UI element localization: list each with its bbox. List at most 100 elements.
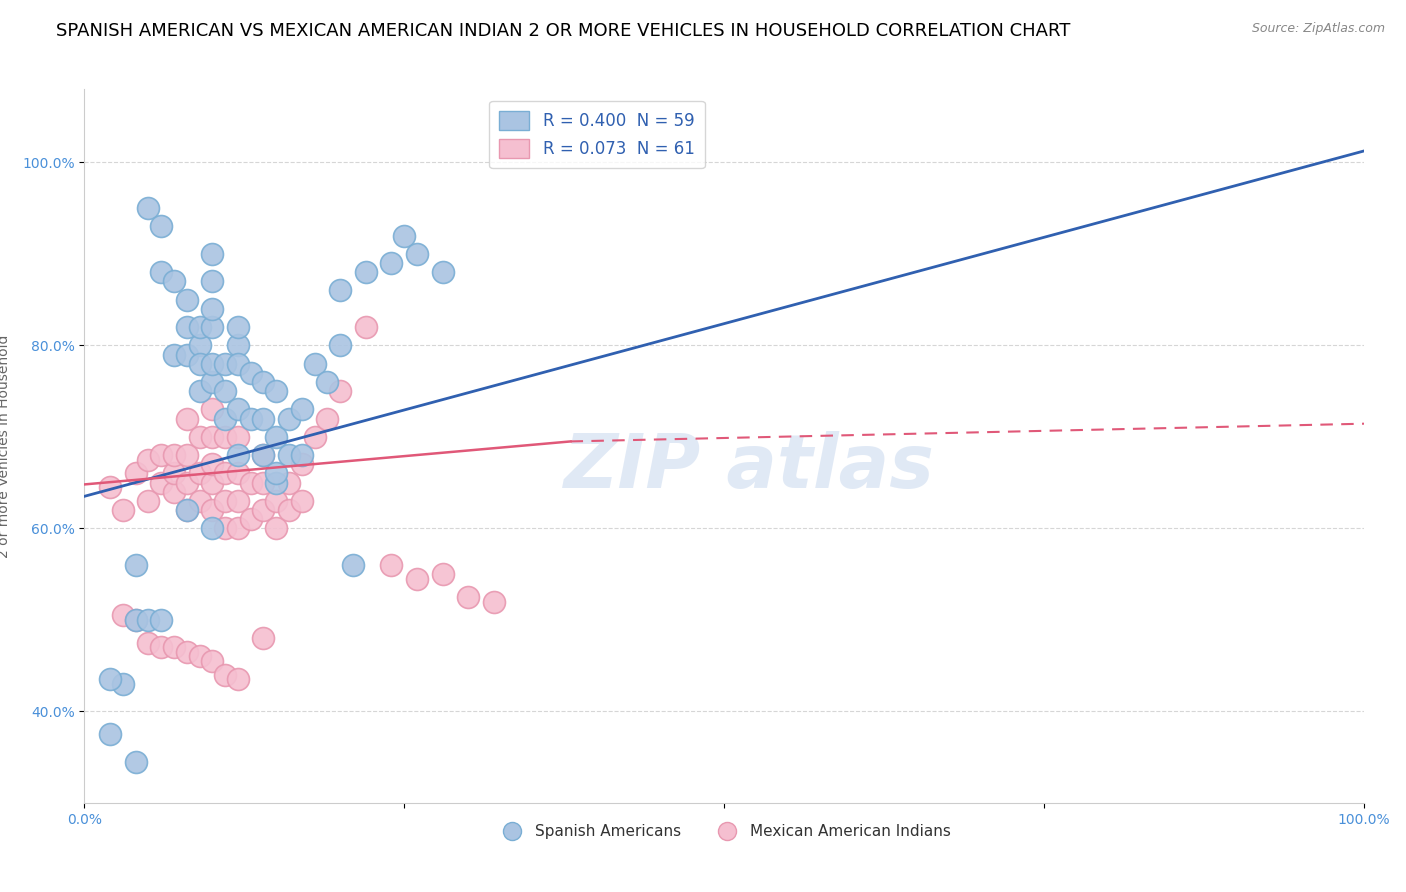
- Point: [201, 521, 224, 535]
- Point: [188, 384, 211, 398]
- Point: [380, 558, 402, 572]
- Point: [291, 448, 314, 462]
- Point: [176, 475, 198, 490]
- Point: [201, 247, 224, 261]
- Point: [176, 320, 198, 334]
- Point: [188, 338, 211, 352]
- Point: [188, 494, 211, 508]
- Point: [264, 475, 288, 490]
- Point: [406, 247, 429, 261]
- Point: [214, 521, 236, 535]
- Point: [432, 567, 454, 582]
- Point: [176, 347, 198, 361]
- Point: [226, 430, 249, 444]
- Text: Source: ZipAtlas.com: Source: ZipAtlas.com: [1251, 22, 1385, 36]
- Point: [150, 640, 173, 655]
- Y-axis label: 2 or more Vehicles in Household: 2 or more Vehicles in Household: [0, 334, 11, 558]
- Point: [214, 467, 236, 481]
- Point: [111, 503, 134, 517]
- Point: [226, 673, 249, 687]
- Point: [226, 357, 249, 371]
- Point: [380, 256, 402, 270]
- Point: [98, 673, 121, 687]
- Point: [124, 558, 146, 572]
- Point: [138, 636, 160, 650]
- Point: [201, 430, 224, 444]
- Point: [264, 494, 288, 508]
- Point: [226, 494, 249, 508]
- Point: [304, 357, 326, 371]
- Point: [252, 631, 274, 645]
- Point: [138, 613, 160, 627]
- Point: [163, 347, 186, 361]
- Point: [124, 613, 146, 627]
- Point: [188, 649, 211, 664]
- Point: [291, 458, 314, 472]
- Point: [226, 467, 249, 481]
- Point: [394, 228, 416, 243]
- Point: [150, 219, 173, 234]
- Point: [329, 384, 352, 398]
- Point: [457, 590, 479, 604]
- Point: [304, 430, 326, 444]
- Text: ZIP atlas: ZIP atlas: [564, 431, 935, 504]
- Point: [316, 375, 339, 389]
- Point: [111, 677, 134, 691]
- Point: [188, 320, 211, 334]
- Point: [278, 503, 301, 517]
- Point: [252, 448, 274, 462]
- Point: [278, 411, 301, 425]
- Point: [201, 301, 224, 316]
- Point: [150, 475, 173, 490]
- Point: [329, 284, 352, 298]
- Point: [342, 558, 364, 572]
- Point: [226, 448, 249, 462]
- Point: [214, 430, 236, 444]
- Point: [239, 475, 262, 490]
- Point: [214, 411, 236, 425]
- Point: [201, 357, 224, 371]
- Point: [252, 503, 274, 517]
- Point: [264, 467, 288, 481]
- Point: [188, 357, 211, 371]
- Point: [150, 448, 173, 462]
- Point: [176, 645, 198, 659]
- Point: [214, 384, 236, 398]
- Point: [98, 727, 121, 741]
- Point: [252, 448, 274, 462]
- Point: [239, 366, 262, 380]
- Point: [163, 467, 186, 481]
- Point: [214, 357, 236, 371]
- Point: [226, 320, 249, 334]
- Point: [124, 467, 146, 481]
- Point: [201, 475, 224, 490]
- Point: [226, 338, 249, 352]
- Point: [163, 484, 186, 499]
- Point: [176, 503, 198, 517]
- Point: [354, 265, 377, 279]
- Point: [150, 613, 173, 627]
- Point: [278, 448, 301, 462]
- Point: [138, 201, 160, 215]
- Legend: Spanish Americans, Mexican American Indians: Spanish Americans, Mexican American Indi…: [491, 818, 957, 845]
- Point: [264, 384, 288, 398]
- Point: [214, 494, 236, 508]
- Point: [252, 475, 274, 490]
- Point: [239, 512, 262, 526]
- Point: [163, 640, 186, 655]
- Point: [226, 521, 249, 535]
- Point: [329, 338, 352, 352]
- Point: [124, 613, 146, 627]
- Point: [188, 430, 211, 444]
- Point: [226, 402, 249, 417]
- Text: SPANISH AMERICAN VS MEXICAN AMERICAN INDIAN 2 OR MORE VEHICLES IN HOUSEHOLD CORR: SPANISH AMERICAN VS MEXICAN AMERICAN IND…: [56, 22, 1070, 40]
- Point: [201, 654, 224, 668]
- Point: [482, 594, 505, 608]
- Point: [354, 320, 377, 334]
- Point: [150, 265, 173, 279]
- Point: [264, 521, 288, 535]
- Point: [176, 448, 198, 462]
- Point: [176, 503, 198, 517]
- Point: [278, 475, 301, 490]
- Point: [188, 467, 211, 481]
